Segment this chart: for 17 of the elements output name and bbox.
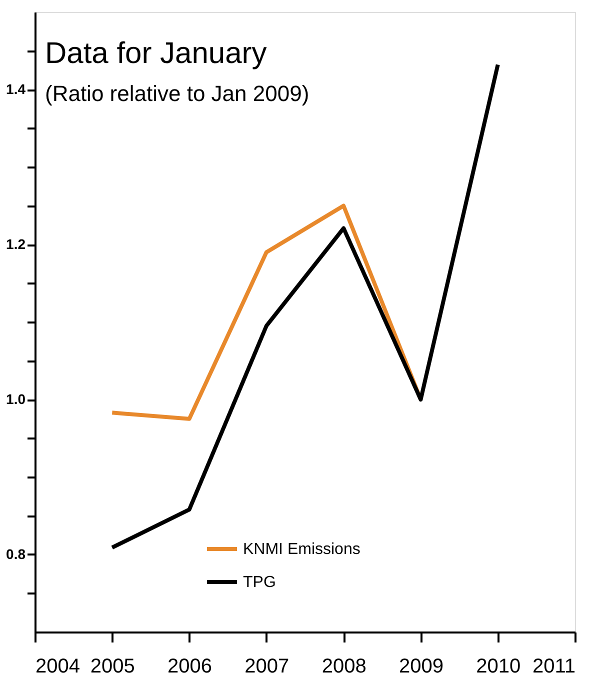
x-tick-label: 2004 (36, 656, 80, 678)
x-tick-label: 2006 (168, 656, 212, 678)
annotation: Data for January (45, 37, 267, 70)
y-tick-label: 1.0 (6, 391, 26, 407)
legend-label: KNMI Emissions (243, 541, 360, 558)
x-tick-label: 2007 (244, 656, 290, 678)
x-tick-label: 2005 (90, 656, 135, 678)
y-tick-label: 1.2 (6, 236, 26, 252)
line-series (110, 204, 423, 421)
y-tick-label: 1.4 (6, 81, 26, 97)
x-tick-label: 2009 (398, 656, 444, 678)
x-tick-label: 2008 (322, 656, 366, 678)
x-tick-label: 2010 (476, 656, 521, 678)
y-tick-label: 0.8 (6, 546, 26, 562)
x-tick-label: 2011 (532, 656, 576, 678)
legend-label: TPG (243, 574, 276, 591)
annotation: (Ratio relative to Jan 2009) (45, 81, 310, 106)
